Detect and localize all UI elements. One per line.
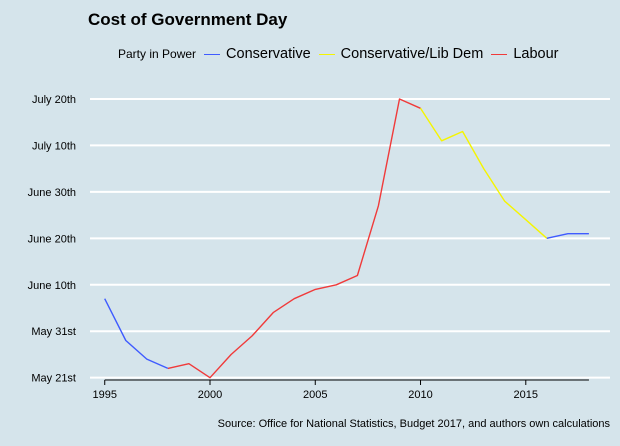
legend-item-conservative: Conservative [204, 46, 311, 62]
chart-title: Cost of Government Day [88, 10, 288, 29]
source-caption: Source: Office for National Statistics, … [217, 418, 610, 430]
x-tick-label: 2000 [198, 389, 222, 401]
legend-label: Conservative [226, 46, 311, 62]
gridlines [90, 97, 610, 379]
y-tick-label: June 10th [28, 280, 76, 292]
legend-item-coalition: Conservative/Lib Dem [318, 46, 484, 62]
y-tick-label: July 10th [32, 140, 76, 152]
series-line-conservative [546, 232, 589, 239]
legend-item-labour: Labour [491, 46, 558, 62]
x-tick-label: 2010 [408, 389, 432, 401]
y-tick-label: May 21st [31, 373, 76, 385]
series-line-conservative-lib-dem [419, 107, 548, 239]
x-tick-label: 1995 [92, 389, 116, 401]
legend-title: Party in Power [118, 47, 197, 61]
y-tick-label: June 20th [28, 233, 76, 245]
legend-label: Conservative/Lib Dem [340, 46, 484, 62]
x-axis: 1995 2000 2005 2010 2015 [92, 379, 589, 401]
series-lines [104, 98, 589, 379]
legend-swatch-conservative [204, 53, 221, 55]
y-tick-label: May 31st [31, 326, 76, 338]
legend: Party in Power Conservative Conservative… [118, 46, 566, 62]
series-line-labour [167, 98, 421, 379]
y-tick-label: July 20th [32, 94, 76, 106]
y-tick-label: June 30th [28, 187, 76, 199]
x-tick-label: 2015 [514, 389, 538, 401]
y-axis-labels: May 21st May 31st June 10th June 20th June 3… [28, 94, 76, 385]
legend-label: Labour [513, 46, 559, 62]
legend-swatch-labour [491, 53, 508, 55]
series-line-conservative [104, 298, 169, 370]
x-tick-label: 2005 [303, 389, 327, 401]
legend-swatch-coalition [318, 53, 335, 55]
